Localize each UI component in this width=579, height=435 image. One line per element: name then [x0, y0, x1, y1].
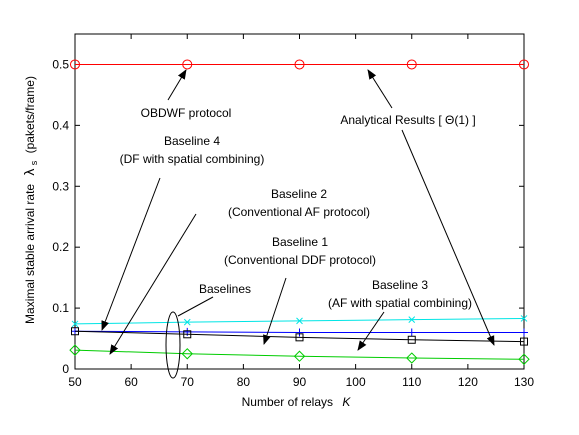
data-point-obdwf-protocol — [406, 59, 417, 70]
data-point-obdwf-protocol — [70, 59, 80, 70]
data-point-baseline-3 — [71, 327, 79, 336]
x-tick-label: 120 — [458, 375, 478, 389]
arrow-baselines — [177, 296, 214, 317]
y-axis-label-text: Maximal stable arrival rate — [23, 184, 37, 324]
arrow-baseline3 — [357, 311, 385, 351]
x-axis-label: Number of relays K — [242, 395, 352, 409]
x-tick-label: 130 — [514, 375, 534, 389]
y-tick-label: 0.1 — [52, 301, 69, 315]
data-point-baseline-1 — [520, 328, 528, 337]
annotation-baseline3-line2: (AF with spatial combining) — [328, 296, 472, 310]
data-point-baseline-4 — [71, 320, 79, 328]
data-point-baseline-2 — [518, 353, 530, 365]
y-axis-unit: (pakets/frame) — [23, 76, 37, 153]
x-axis-symbol: K — [342, 395, 351, 409]
series-baseline-1 — [71, 327, 528, 337]
y-tick-label: 0.3 — [52, 179, 69, 193]
y-tick-label: 0.4 — [52, 118, 69, 132]
data-point-baseline-2 — [406, 352, 418, 364]
y-axis-subscript: s — [29, 160, 39, 165]
series-baseline-4 — [71, 315, 528, 328]
annotation-baselines: Baselines — [199, 282, 251, 296]
y-axis-symbol: λ — [21, 169, 37, 176]
data-point-baseline-3 — [183, 330, 192, 339]
arrow-obdwf — [167, 69, 187, 101]
data-point-baseline-3 — [520, 337, 528, 346]
data-point-baseline-4 — [296, 317, 303, 325]
data-point-baseline-3 — [295, 333, 304, 342]
data-point-baseline-2 — [293, 350, 306, 362]
series-layer — [69, 59, 530, 365]
annotation-baseline3-line1: Baseline 3 — [372, 278, 428, 292]
y-tick-label: 0.5 — [52, 57, 69, 71]
baselines-ellipse — [165, 311, 181, 379]
y-tick-label: 0 — [62, 362, 69, 376]
arrow-baseline1 — [263, 277, 287, 345]
annotation-baseline1-line1: Baseline 1 — [272, 235, 328, 249]
data-point-obdwf-protocol — [294, 59, 305, 70]
data-point-baseline-4 — [408, 316, 416, 324]
annotation-baseline4-line1: Baseline 4 — [164, 134, 220, 148]
data-point-obdwf-protocol — [182, 59, 193, 70]
series-baseline-3 — [71, 327, 528, 346]
data-point-baseline-4 — [183, 318, 191, 326]
data-point-baseline-4 — [520, 315, 528, 322]
annotation-baseline2-line2: (Conventional AF protocol) — [228, 205, 370, 219]
annotation-baseline2-line1: Baseline 2 — [271, 187, 327, 201]
annotation-analytical: Analytical Results [ Θ(1) ] — [340, 113, 475, 127]
series-line-baseline-2 — [74, 349, 525, 360]
arrow-baseline2 — [109, 213, 197, 355]
data-point-baseline-1 — [407, 328, 416, 337]
data-point-baseline-3 — [407, 335, 416, 344]
annotation-arrows — [101, 69, 495, 379]
x-tick-label: 70 — [181, 375, 195, 389]
series-baseline-2 — [69, 344, 530, 365]
x-tick-label: 60 — [124, 375, 138, 389]
annotations: OBDWF protocol Analytical Results [ Θ(1)… — [120, 106, 476, 310]
series-line-baseline-3 — [74, 330, 525, 343]
axis-ticks: 50 60 70 80 90 100 110 120 130 0 0.1 0.2 0.3 0.4 0.5 — [52, 34, 534, 389]
annotation-baseline4-line2: (DF with spatial combining) — [120, 152, 265, 166]
data-point-baseline-2 — [69, 344, 81, 356]
data-point-obdwf-protocol — [519, 59, 529, 70]
y-tick-label: 0.2 — [52, 240, 69, 254]
series-obdwf-protocol — [70, 59, 529, 70]
annotation-baseline1-line2: (Conventional DDF protocol) — [224, 253, 376, 267]
plot-area — [74, 33, 525, 370]
x-tick-label: 50 — [68, 375, 82, 389]
annotation-obdwf: OBDWF protocol — [141, 106, 232, 120]
arrow-baseline4 — [101, 177, 161, 331]
data-point-baseline-1 — [295, 328, 304, 337]
data-point-baseline-2 — [181, 348, 193, 360]
y-axis-label: Maximal stable arrival rate λ s (pakets/… — [21, 76, 40, 324]
arrow-analytical-long — [401, 129, 495, 346]
x-axis-label-text: Number of relays — [242, 395, 333, 409]
x-tick-label: 100 — [346, 375, 366, 389]
x-tick-label: 110 — [402, 375, 421, 389]
arrow-analytical — [367, 69, 393, 109]
x-tick-label: 90 — [293, 375, 307, 389]
x-tick-label: 80 — [237, 375, 251, 389]
